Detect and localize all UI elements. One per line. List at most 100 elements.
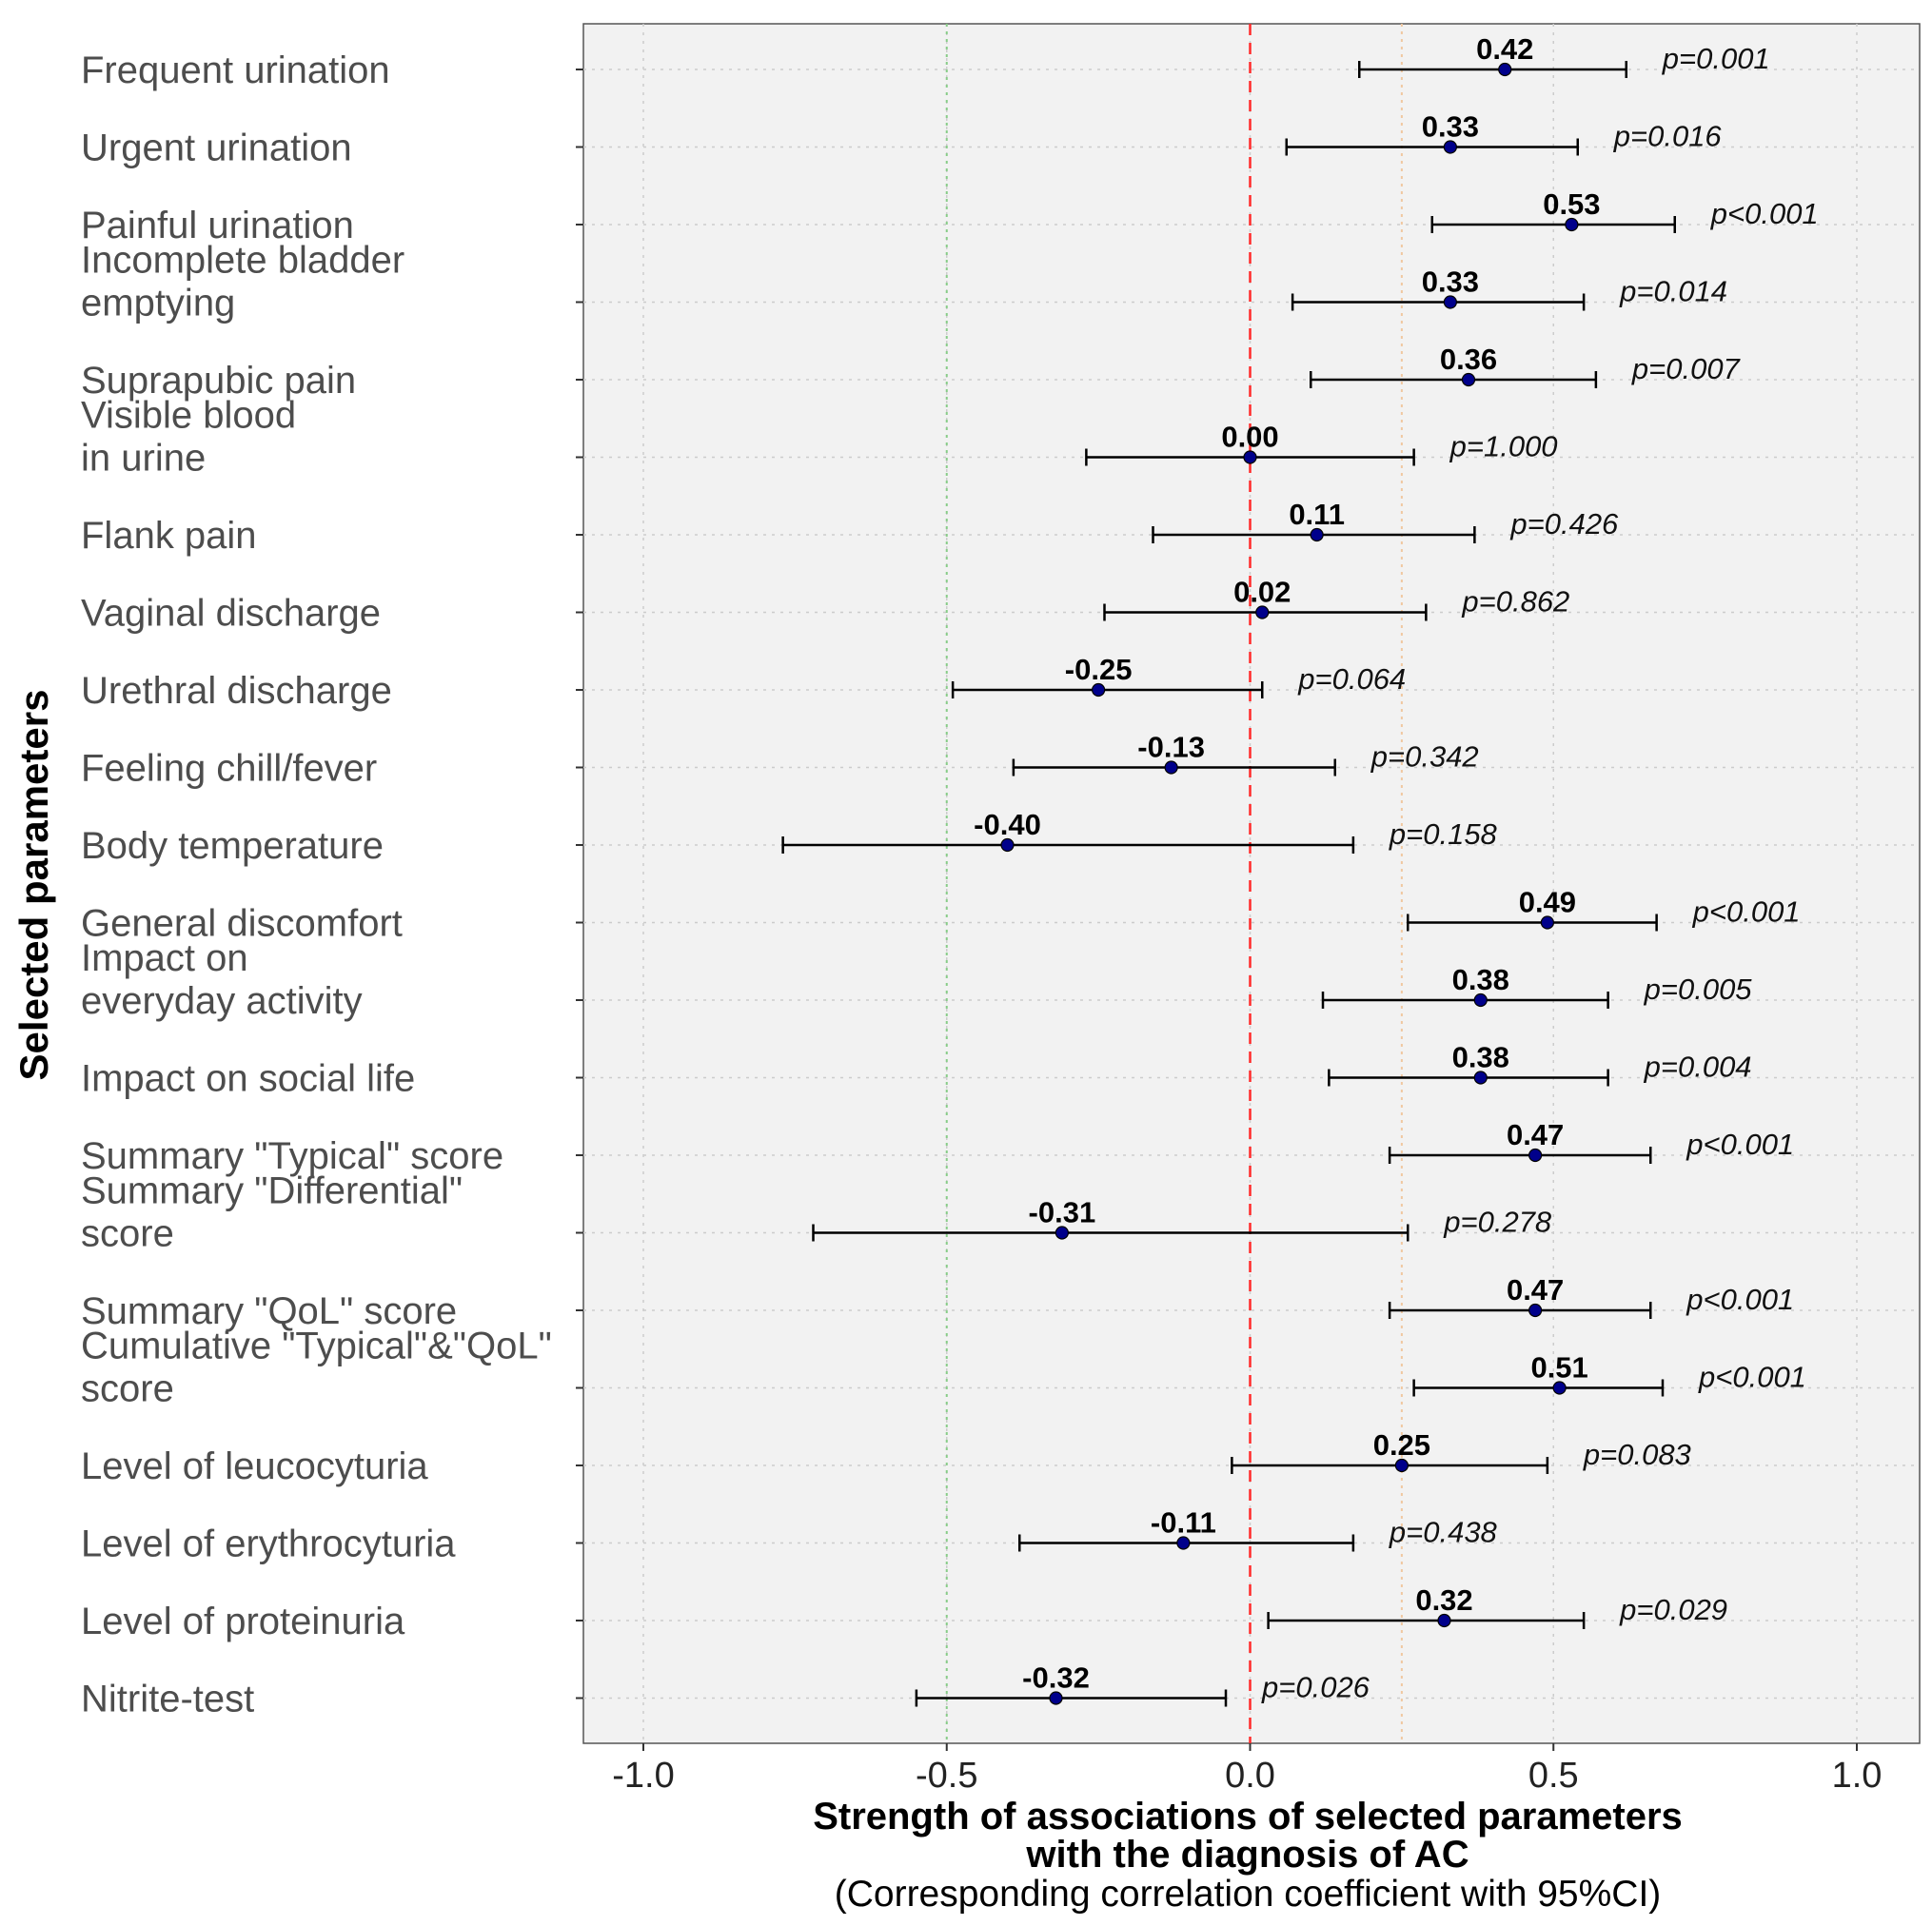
parameter-label: Cumulative "Typical"&"QoL" bbox=[81, 1326, 552, 1367]
x-tick-labels: -1.0 -0.5 0.0 0.5 1.0 bbox=[612, 1756, 1882, 1796]
value-label: 0.00 bbox=[1221, 421, 1278, 454]
estimate-point bbox=[1528, 1303, 1543, 1318]
value-label: -0.32 bbox=[1022, 1661, 1090, 1695]
x-axis-title-line-2: with the diagnosis of AC bbox=[1025, 1834, 1469, 1876]
p-value-label: p=0.438 bbox=[1389, 1516, 1498, 1549]
p-value-label: p<0.001 bbox=[1686, 1128, 1794, 1161]
value-label: 0.02 bbox=[1233, 576, 1291, 609]
forest-row: 0.53 p<0.001 bbox=[1430, 187, 1819, 233]
parameter-labels: Frequent urination Urgent urination Painfu… bbox=[81, 49, 552, 1720]
forest-row: -0.25 p=0.064 bbox=[951, 653, 1406, 698]
x-axis-subtitle: (Corresponding correlation coefficient w… bbox=[835, 1874, 1662, 1915]
estimate-point bbox=[1528, 1148, 1543, 1163]
value-label: 0.47 bbox=[1507, 1118, 1564, 1151]
forest-row: 0.25 p=0.083 bbox=[1231, 1428, 1691, 1474]
x-axis-title-line-1: Strength of associations of selected par… bbox=[813, 1796, 1683, 1838]
p-value-label: p=0.278 bbox=[1443, 1206, 1552, 1239]
value-label: -0.13 bbox=[1137, 731, 1205, 764]
forest-row: 0.11 p=0.426 bbox=[1152, 498, 1619, 543]
value-label: 0.38 bbox=[1452, 1041, 1509, 1074]
estimate-point bbox=[1437, 1613, 1451, 1628]
value-label: 0.33 bbox=[1422, 265, 1479, 299]
forest-row: 0.33 p=0.014 bbox=[1291, 265, 1727, 311]
forest-row: -0.11 p=0.438 bbox=[1018, 1506, 1498, 1552]
value-label: 0.25 bbox=[1373, 1428, 1430, 1462]
p-value-label: p=0.158 bbox=[1389, 817, 1498, 851]
p-value-label: p<0.001 bbox=[1698, 1361, 1806, 1394]
p-value-label: p=0.007 bbox=[1631, 352, 1742, 385]
value-label: -0.11 bbox=[1151, 1506, 1216, 1540]
value-label: 0.38 bbox=[1452, 963, 1509, 996]
parameter-label: Level of leucocyturia bbox=[81, 1445, 428, 1487]
p-value-label: p=0.016 bbox=[1613, 120, 1723, 153]
forest-row: 0.33 p=0.016 bbox=[1285, 110, 1723, 156]
estimate-point bbox=[1243, 450, 1257, 464]
plot-panel bbox=[582, 23, 1921, 1744]
estimate-point bbox=[1092, 682, 1106, 698]
forest-row: 0.32 p=0.029 bbox=[1267, 1583, 1727, 1629]
estimate-point bbox=[1443, 140, 1457, 154]
p-value-label: p=0.426 bbox=[1509, 507, 1619, 540]
estimate-point bbox=[1394, 1458, 1409, 1473]
estimate-point bbox=[1255, 605, 1270, 619]
forest-row: 0.49 p<0.001 bbox=[1407, 886, 1801, 932]
value-label: 0.32 bbox=[1415, 1583, 1472, 1617]
parameter-label: Summary "Differential" bbox=[81, 1170, 463, 1212]
estimate-point bbox=[1176, 1536, 1191, 1550]
parameter-label: Body temperature bbox=[81, 825, 384, 867]
value-label: 0.33 bbox=[1422, 110, 1479, 144]
estimate-point bbox=[1540, 915, 1554, 930]
x-tick-label: 1.0 bbox=[1832, 1756, 1883, 1796]
parameter-label: Suprapubic pain bbox=[81, 360, 356, 402]
parameter-label: Visible blood bbox=[81, 395, 296, 437]
y-axis-title: Selected parameters bbox=[11, 690, 56, 1081]
p-value-label: p=0.083 bbox=[1583, 1438, 1691, 1471]
forest-row: -0.13 p=0.342 bbox=[1012, 731, 1479, 776]
forest-row: 0.38 p=0.004 bbox=[1328, 1041, 1752, 1087]
parameter-label: Level of erythrocyturia bbox=[81, 1523, 456, 1565]
x-tick-label: 0.0 bbox=[1225, 1756, 1275, 1796]
forest-row: -0.40 p=0.158 bbox=[781, 808, 1498, 854]
value-label: 0.49 bbox=[1519, 886, 1576, 919]
forest-row: 0.47 p<0.001 bbox=[1388, 1273, 1794, 1319]
p-value-label: p=1.000 bbox=[1449, 430, 1558, 463]
estimate-point bbox=[1164, 760, 1178, 775]
p-value-label: p=0.064 bbox=[1297, 662, 1406, 696]
x-tick-label: 0.5 bbox=[1528, 1756, 1579, 1796]
parameter-label: Impact on bbox=[81, 937, 248, 979]
parameter-label: Level of proteinuria bbox=[81, 1601, 405, 1642]
p-value-label: p<0.001 bbox=[1686, 1283, 1794, 1316]
p-value-label: p=0.026 bbox=[1261, 1671, 1370, 1704]
x-tick-label: -1.0 bbox=[612, 1756, 674, 1796]
estimate-point bbox=[1310, 527, 1324, 542]
estimate-point bbox=[1461, 372, 1476, 387]
value-label: -0.25 bbox=[1065, 653, 1133, 686]
estimate-point bbox=[1443, 295, 1457, 309]
forest-row: 0.00 p=1.000 bbox=[1085, 421, 1558, 466]
parameter-label: score bbox=[81, 1368, 174, 1410]
parameter-label: Summary "Typical" score bbox=[81, 1135, 503, 1177]
p-value-label: p=0.029 bbox=[1619, 1593, 1727, 1626]
estimate-point bbox=[1000, 837, 1015, 853]
p-value-label: p=0.862 bbox=[1461, 585, 1569, 619]
p-value-label: p=0.014 bbox=[1619, 275, 1727, 308]
forest-row: 0.38 p=0.005 bbox=[1321, 963, 1752, 1009]
value-label: 0.53 bbox=[1543, 187, 1600, 221]
estimate-point bbox=[1473, 992, 1488, 1008]
estimate-point bbox=[1473, 1071, 1488, 1085]
forest-row: -0.32 p=0.026 bbox=[915, 1661, 1370, 1707]
data-rows: 0.42 p=0.001 0.33 p=0.016 0.53 p<0.001 0.33 p=0… bbox=[781, 32, 1819, 1707]
p-value-label: p<0.001 bbox=[1692, 895, 1801, 929]
p-value-label: p=0.004 bbox=[1644, 1051, 1752, 1084]
parameter-label: everyday activity bbox=[81, 980, 363, 1022]
forest-row: 0.51 p<0.001 bbox=[1412, 1351, 1806, 1397]
forest-row: 0.47 p<0.001 bbox=[1388, 1118, 1794, 1164]
parameter-label: Vaginal discharge bbox=[81, 593, 381, 635]
x-tick-label: -0.5 bbox=[916, 1756, 977, 1796]
parameter-label: Impact on social life bbox=[81, 1058, 415, 1100]
forest-row: 0.42 p=0.001 bbox=[1358, 32, 1770, 78]
parameter-label: Summary "QoL" score bbox=[81, 1290, 457, 1332]
estimate-point bbox=[1552, 1381, 1567, 1395]
value-label: 0.11 bbox=[1289, 498, 1345, 531]
